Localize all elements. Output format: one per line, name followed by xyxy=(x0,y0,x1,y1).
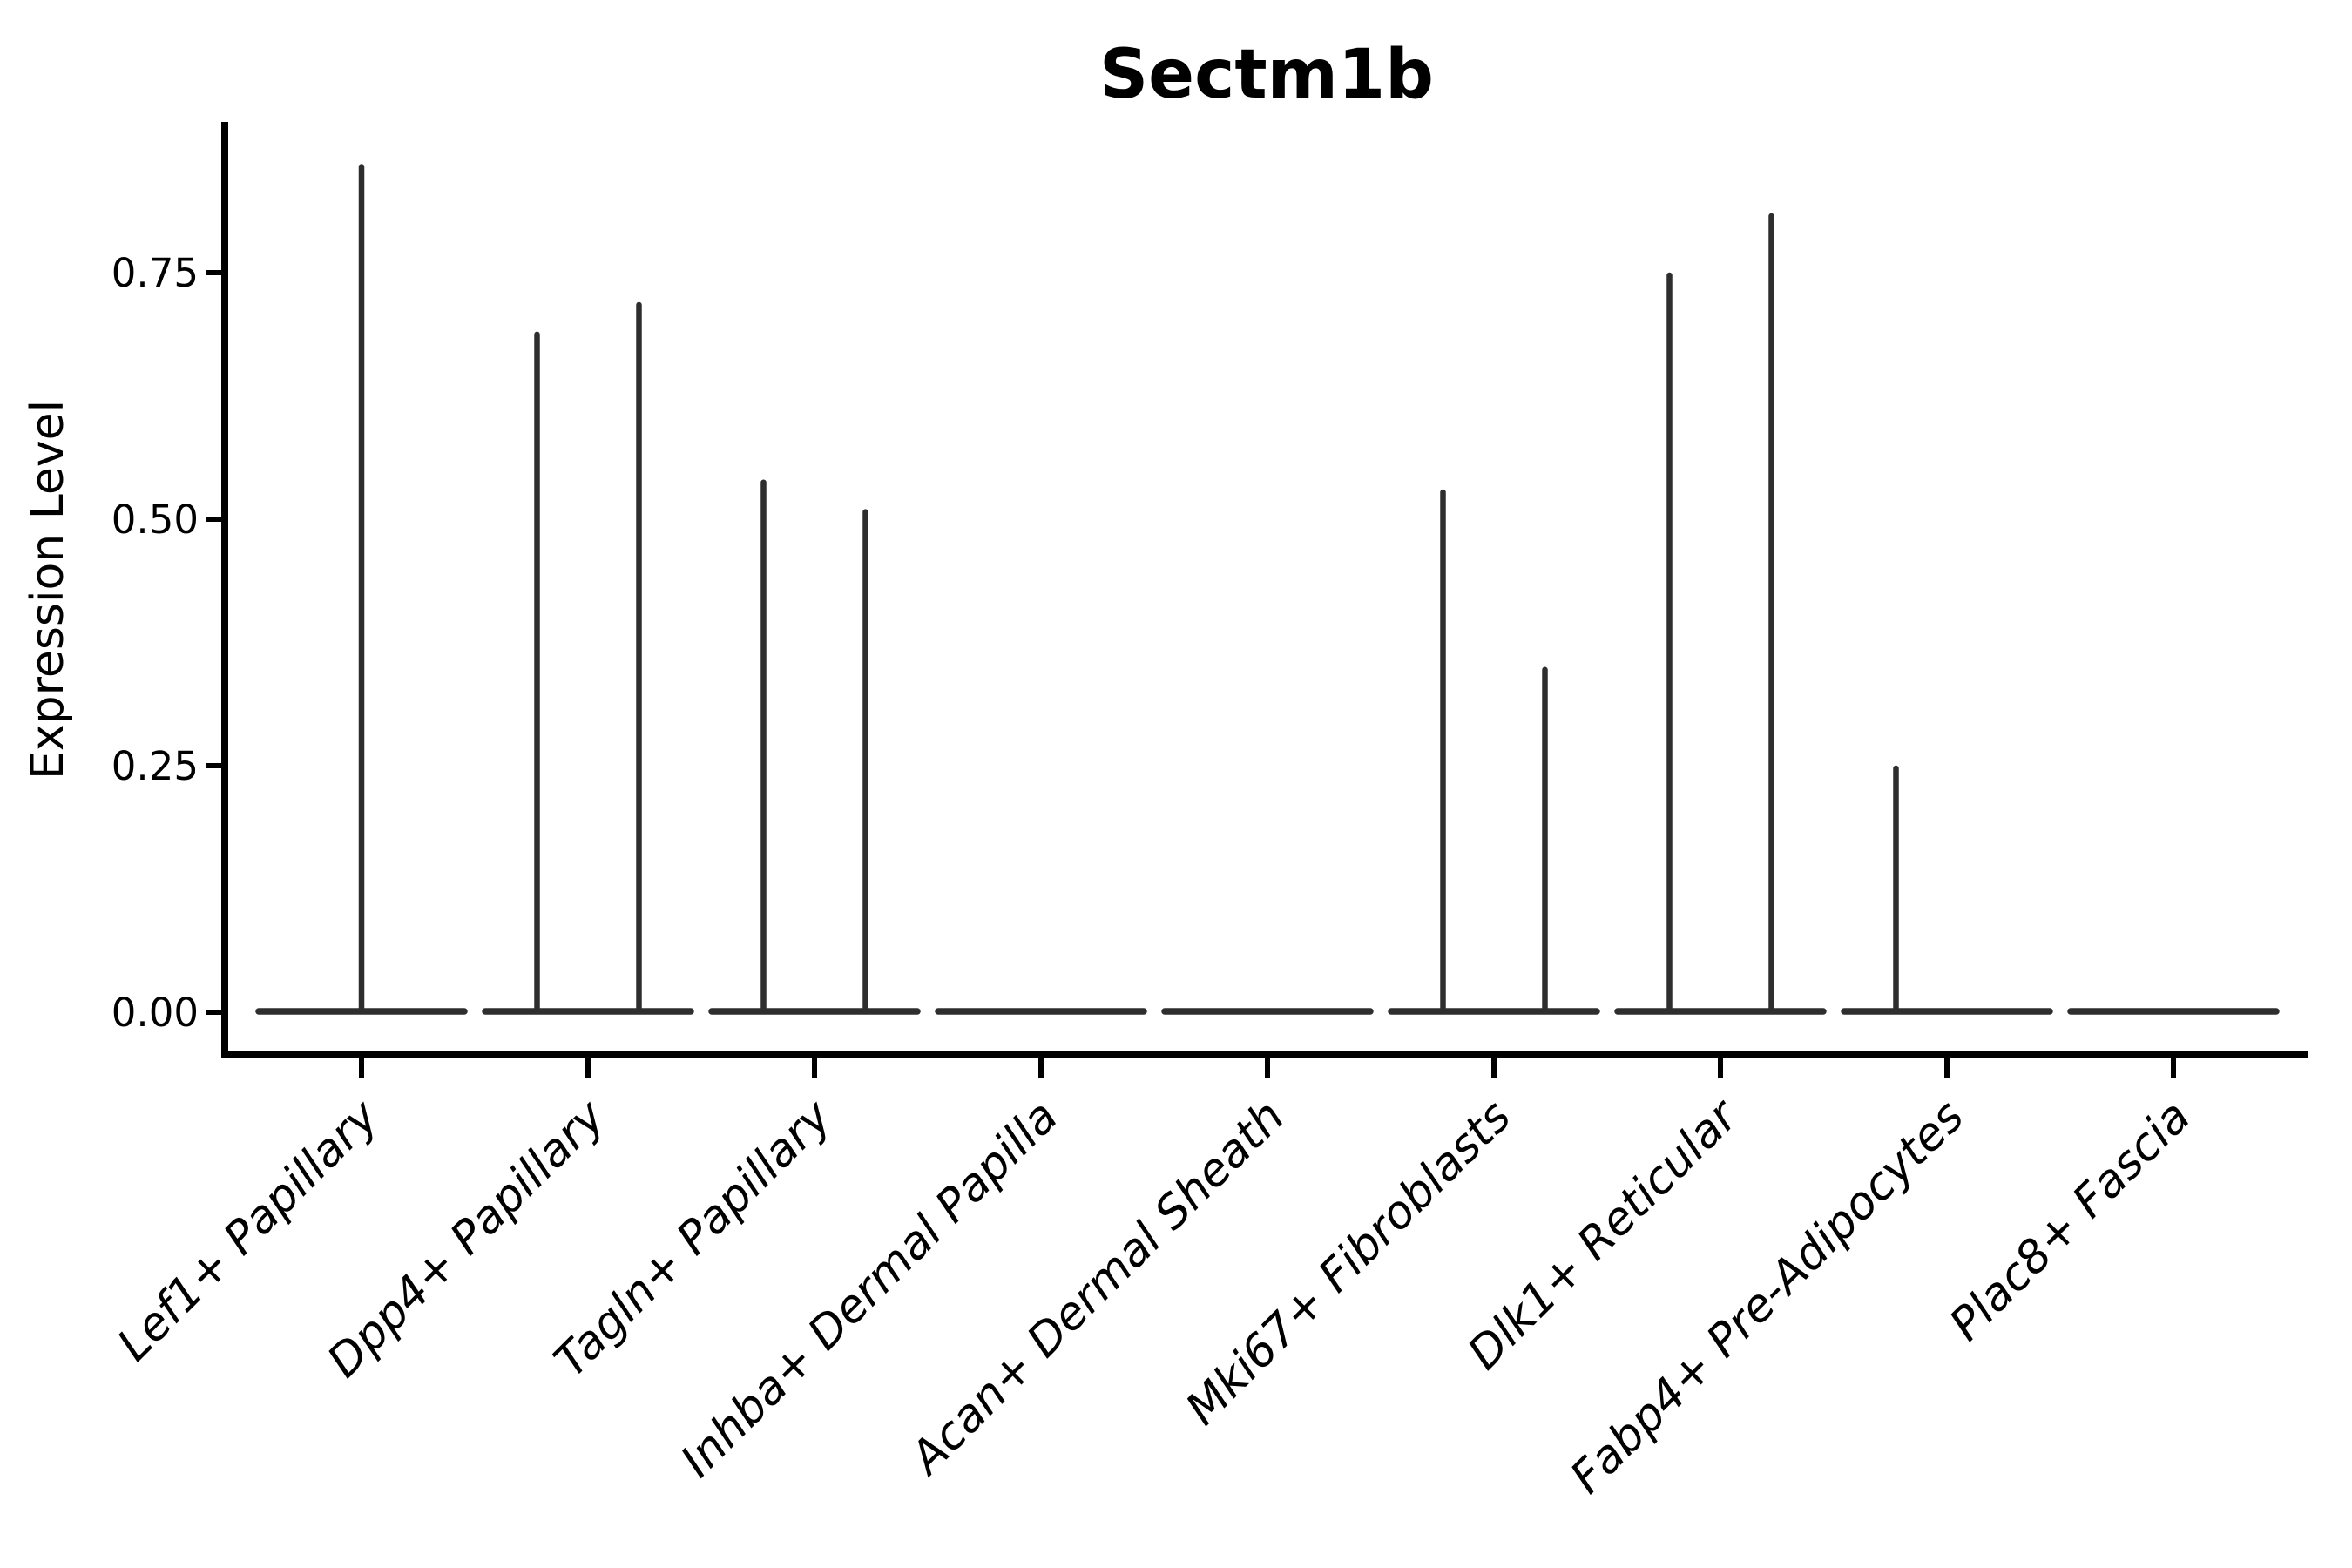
y-tick-label: 0.75 xyxy=(112,250,199,296)
x-tick-label: Plac8+ Fascia xyxy=(1940,1091,2200,1351)
y-axis-label: Expression Level xyxy=(22,400,74,780)
y-tick-label: 0.00 xyxy=(112,990,199,1036)
chart-title: Sectm1b xyxy=(1099,36,1434,114)
y-tick-label: 0.50 xyxy=(112,497,199,543)
x-tick-label: Inhba+ Dermal Papilla xyxy=(671,1091,1068,1488)
x-tick-label: Fabp4+ Pre-Adipocytes xyxy=(1561,1091,1975,1504)
y-tick-label: 0.25 xyxy=(112,743,199,789)
x-tick-label: Acan+ Dermal Sheath xyxy=(899,1091,1294,1486)
